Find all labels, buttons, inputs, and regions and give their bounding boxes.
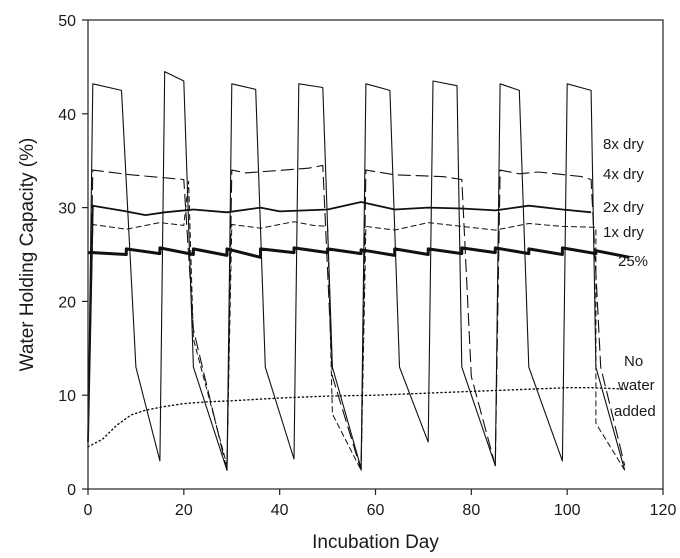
series-line-1x-dry <box>87 180 626 471</box>
y-tick-label: 10 <box>58 388 76 405</box>
series-label: added <box>614 403 656 420</box>
series-line-8x-dry <box>87 71 626 471</box>
series-label: 4x dry <box>603 166 644 183</box>
series-lines <box>87 71 631 471</box>
x-tick-label: 100 <box>554 502 581 519</box>
series-label: 1x dry <box>603 224 644 241</box>
series-label: 25% <box>618 253 648 270</box>
x-axis-title: Incubation Day <box>312 532 439 553</box>
x-tick-label: 80 <box>462 502 480 519</box>
x-tick-label: 20 <box>175 502 193 519</box>
x-tick-label: 40 <box>271 502 289 519</box>
y-tick-label: 30 <box>58 201 76 218</box>
y-axis-title: Water Holding Capacity (%) <box>17 138 38 372</box>
plot-frame <box>87 19 664 490</box>
y-tick-label: 20 <box>58 294 76 311</box>
x-tick-label: 0 <box>84 502 93 519</box>
series-label: No <box>624 353 643 370</box>
series-label: water <box>617 377 655 394</box>
y-tick-label: 0 <box>67 482 76 499</box>
series-line-2x-dry <box>87 201 592 443</box>
y-tick-label: 50 <box>58 13 76 30</box>
series-line-4x-dry <box>87 164 626 471</box>
series-label: 8x dry <box>603 136 644 153</box>
y-tick-label: 40 <box>58 107 76 124</box>
series-labels: 8x dry 4x dry 2x dry 1x dry 25% No water added <box>603 136 656 420</box>
series-line-no-water-added <box>87 387 631 448</box>
x-tick-label: 120 <box>650 502 677 519</box>
x-tick-label: 60 <box>367 502 385 519</box>
y-axis: 0 10 20 30 40 50 <box>58 13 88 499</box>
series-label: 2x dry <box>603 199 644 216</box>
x-axis: 0 20 40 60 80 100 120 <box>84 489 677 519</box>
series-line-25- <box>88 246 630 259</box>
